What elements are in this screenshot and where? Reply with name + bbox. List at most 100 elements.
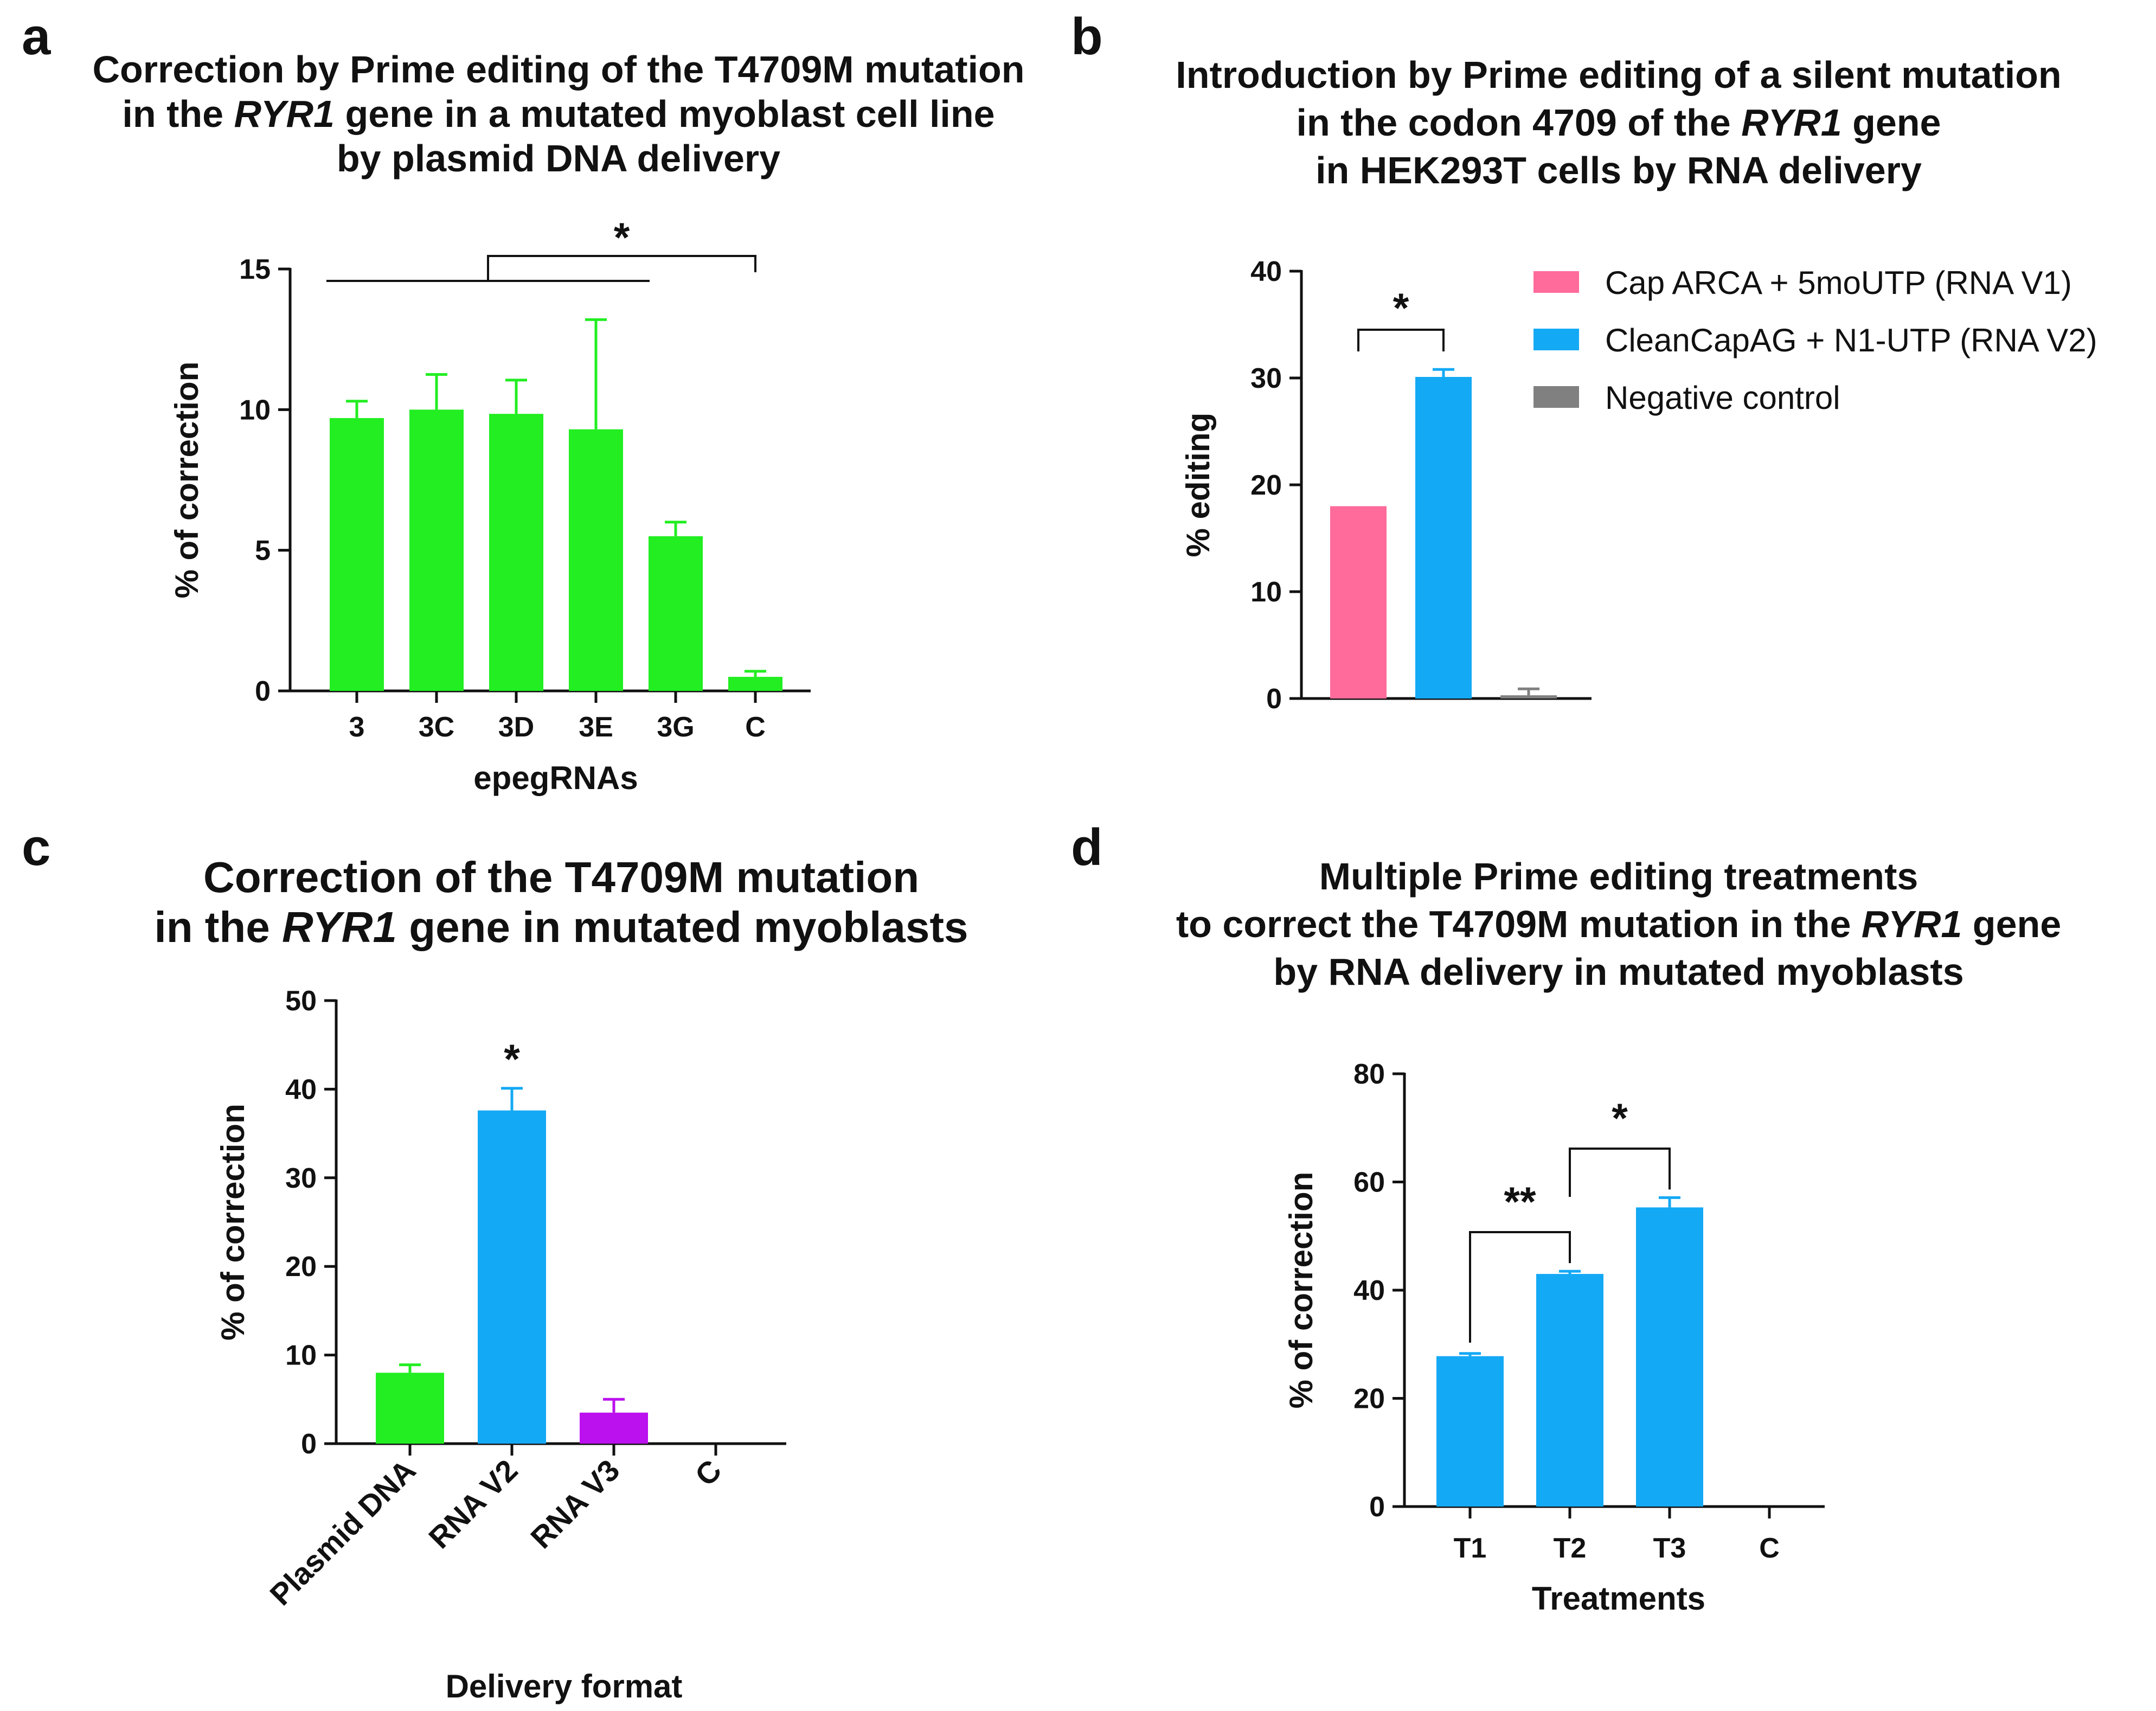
bar-a-1 bbox=[409, 409, 464, 691]
x-axis-label-a: epegRNAs bbox=[473, 760, 638, 796]
bar-c-0 bbox=[376, 1373, 444, 1444]
x-tick-label-a: 3C bbox=[419, 712, 454, 743]
bar-a-5 bbox=[728, 677, 782, 691]
x-tick-label-a: C bbox=[745, 712, 766, 743]
y-tick-label-b: 10 bbox=[1250, 576, 1282, 608]
x-tick-label-d: T2 bbox=[1554, 1533, 1587, 1564]
y-tick-label-c: 30 bbox=[285, 1163, 317, 1194]
title-run: in the bbox=[154, 903, 282, 951]
legend-label-1: CleanCapAG + N1-UTP (RNA V2) bbox=[1605, 322, 2097, 358]
title-run: RYR1 bbox=[282, 903, 397, 951]
y-tick-label-d: 80 bbox=[1353, 1059, 1385, 1090]
y-tick-label-b: 30 bbox=[1250, 363, 1282, 394]
sig-star-b: * bbox=[1393, 285, 1409, 331]
x-tick-label-c: RNA V3 bbox=[524, 1453, 626, 1555]
legend-swatch-1 bbox=[1533, 329, 1579, 350]
x-tick-label-a: 3G bbox=[657, 712, 694, 743]
x-tick-label-a: 3E bbox=[579, 712, 613, 743]
y-tick-label-d: 40 bbox=[1353, 1275, 1385, 1306]
bar-d-0 bbox=[1436, 1356, 1504, 1507]
panel-d: d Multiple Prime editing treatments to cor… bbox=[1071, 818, 2061, 1617]
sig-bracket-d1 bbox=[1469, 1231, 1571, 1343]
bar-b-2 bbox=[1500, 695, 1557, 699]
panel-letter-c: c bbox=[22, 818, 50, 876]
y-tick-label-a: 0 bbox=[255, 676, 271, 707]
title-run: in the bbox=[122, 93, 234, 135]
title-run: RYR1 bbox=[1862, 903, 1962, 945]
panel-letter-b: b bbox=[1071, 8, 1103, 66]
x-tick-label-a: 3 bbox=[349, 712, 365, 743]
title-run: RYR1 bbox=[234, 93, 335, 135]
title-run: RYR1 bbox=[1741, 101, 1841, 144]
y-axis-label-d: % of correction bbox=[1283, 1172, 1319, 1409]
title-run: Introduction by Prime editing of a silen… bbox=[1176, 54, 2061, 96]
title-run: gene in a mutated myoblast cell line bbox=[335, 93, 995, 135]
y-tick-label-b: 0 bbox=[1266, 683, 1282, 715]
sig-bracket-a bbox=[487, 255, 756, 281]
y-tick-label-a: 5 bbox=[255, 535, 271, 567]
panel-letter-a: a bbox=[22, 8, 51, 66]
panel-title-b: in HEK293T cells by RNA delivery bbox=[1316, 149, 1922, 191]
y-tick-label-c: 20 bbox=[285, 1251, 317, 1283]
panel-title-d: by RNA delivery in mutated myoblasts bbox=[1273, 951, 1964, 993]
sig-bracket-d2 bbox=[1569, 1148, 1671, 1197]
x-tick-label-c: C bbox=[688, 1453, 728, 1492]
bar-a-0 bbox=[330, 418, 384, 691]
panel-title-b: in the codon 4709 of the RYR1 gene bbox=[1297, 101, 1941, 144]
panel-title-d: to correct the T4709M mutation in the RY… bbox=[1176, 903, 2061, 945]
bar-d-2 bbox=[1636, 1207, 1703, 1507]
panel-title-a: in the RYR1 gene in a mutated myoblast c… bbox=[122, 93, 994, 135]
bar-a-2 bbox=[489, 414, 543, 691]
title-run: to correct the T4709M mutation in the bbox=[1176, 903, 1862, 945]
y-tick-label-b: 20 bbox=[1250, 470, 1282, 501]
y-axis-label-c: % of correction bbox=[215, 1104, 251, 1341]
x-tick-label-d: T3 bbox=[1653, 1533, 1686, 1564]
panel-a: a Correction by Prime editing of the T470… bbox=[22, 8, 1025, 796]
y-tick-label-b: 40 bbox=[1250, 256, 1282, 287]
y-tick-label-c: 50 bbox=[285, 985, 317, 1017]
sig-star-d2: * bbox=[1612, 1095, 1628, 1142]
panel-title-c: in the RYR1 gene in mutated myoblasts bbox=[154, 903, 968, 951]
x-tick-label-a: 3D bbox=[498, 712, 534, 743]
legend-swatch-2 bbox=[1533, 386, 1579, 408]
legend-label-2: Negative control bbox=[1605, 380, 1840, 416]
y-tick-label-c: 10 bbox=[285, 1340, 317, 1372]
x-tick-label-d: C bbox=[1759, 1533, 1780, 1564]
x-axis-label-d: Treatments bbox=[1532, 1580, 1705, 1617]
title-run: gene in mutated myoblasts bbox=[397, 903, 968, 951]
title-run: by RNA delivery in mutated myoblasts bbox=[1273, 951, 1964, 993]
panel-title-a: by plasmid DNA delivery bbox=[337, 137, 780, 180]
bar-b-0 bbox=[1330, 506, 1387, 699]
panel-title-c: Correction of the T4709M mutation bbox=[203, 853, 919, 901]
y-tick-label-d: 60 bbox=[1353, 1167, 1385, 1199]
sig-star-c: * bbox=[504, 1036, 520, 1082]
panel-title-d: Multiple Prime editing treatments bbox=[1319, 855, 1918, 898]
panel-b: b Introduction by Prime editing of a sile… bbox=[1071, 8, 2097, 715]
y-tick-label-a: 15 bbox=[239, 254, 271, 285]
panel-title-a: Correction by Prime editing of the T4709… bbox=[92, 48, 1024, 91]
x-tick-label-c: RNA V2 bbox=[422, 1453, 524, 1555]
y-axis-label-a: % of correction bbox=[169, 362, 205, 599]
legend-swatch-0 bbox=[1533, 271, 1579, 293]
y-tick-label-c: 0 bbox=[301, 1428, 317, 1460]
bar-a-3 bbox=[569, 429, 623, 691]
bar-a-4 bbox=[649, 536, 703, 691]
legend-label-0: Cap ARCA + 5moUTP (RNA V1) bbox=[1605, 265, 2072, 301]
title-run: by plasmid DNA delivery bbox=[337, 137, 780, 180]
title-run: Correction by Prime editing of the T4709… bbox=[92, 48, 1024, 91]
bar-c-2 bbox=[580, 1412, 648, 1444]
title-run: gene bbox=[1842, 101, 1941, 144]
title-run: in HEK293T cells by RNA delivery bbox=[1316, 149, 1922, 191]
y-axis-label-b: % editing bbox=[1180, 413, 1216, 557]
bar-d-1 bbox=[1536, 1274, 1603, 1507]
sig-star-d1: ** bbox=[1504, 1179, 1536, 1225]
y-tick-label-d: 20 bbox=[1353, 1383, 1385, 1415]
panel-letter-d: d bbox=[1071, 818, 1103, 876]
title-run: gene bbox=[1962, 903, 2061, 945]
y-tick-label-d: 0 bbox=[1369, 1491, 1385, 1523]
y-tick-label-c: 40 bbox=[285, 1074, 317, 1105]
sig-star-a: * bbox=[614, 215, 630, 261]
x-tick-label-d: T1 bbox=[1454, 1533, 1487, 1564]
